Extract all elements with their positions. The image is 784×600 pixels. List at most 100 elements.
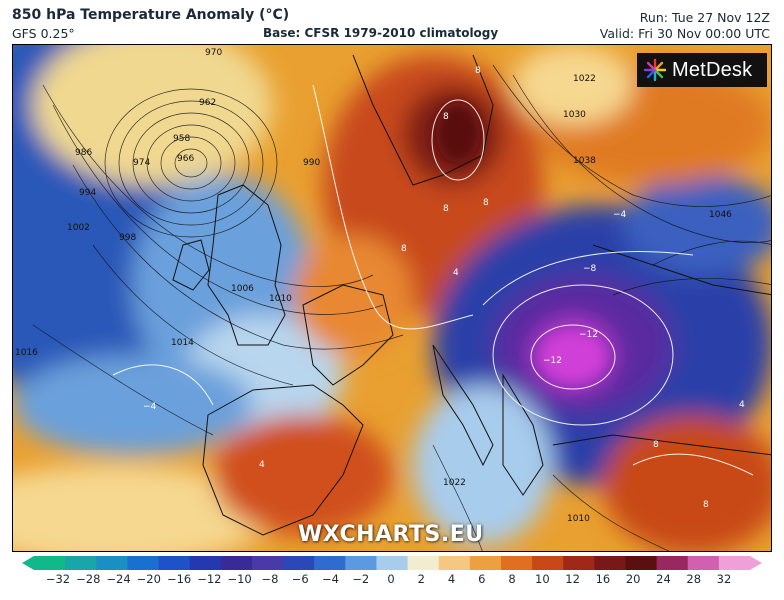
anomaly-label: 8 [443, 204, 449, 214]
anomaly-labels: 8 8 8 8 8 4 −4 −8 −12 −12 −4 4 8 4 8 [143, 66, 745, 510]
colorbar-tick-label: −20 [136, 572, 161, 586]
anomaly-label: 8 [653, 440, 659, 450]
colorbar-segment [251, 556, 284, 570]
run-time: Run: Tue 27 Nov 12Z [639, 10, 770, 25]
metdesk-logo-text: MetDesk [672, 58, 753, 81]
colorbar-tick-label: 12 [565, 572, 580, 586]
pressure-labels: 970 962 958 966 974 986 990 994 1002 998… [15, 48, 732, 524]
pressure-label: 962 [199, 98, 216, 108]
anomaly-contours [112, 84, 754, 476]
colorbar-segment [687, 556, 720, 570]
valid-time: Valid: Fri 30 Nov 00:00 UTC [599, 26, 770, 41]
colorbar-tick-label: −10 [227, 572, 252, 586]
anomaly-label: −12 [543, 356, 562, 366]
colorbar-segment [656, 556, 689, 570]
colorbar-tick-label: −8 [261, 572, 279, 586]
colorbar-tick-label: −2 [352, 572, 370, 586]
colorbar-segment [345, 556, 377, 570]
colorbar-segment [34, 556, 66, 570]
colorbar-segment [438, 556, 471, 570]
isobars [32, 64, 771, 551]
colorbar-tick-label: 6 [478, 572, 486, 586]
pressure-label: 966 [177, 154, 194, 164]
model-label: GFS 0.25° [12, 26, 75, 41]
pressure-label: 994 [79, 188, 96, 198]
colorbar-segment [718, 556, 751, 570]
colorbar-segment [407, 556, 440, 570]
colorbar-tick-label: 10 [535, 572, 550, 586]
colorbar-segment [127, 556, 160, 570]
colorbar-tick-label: −24 [106, 572, 131, 586]
colorbar-segment [158, 556, 191, 570]
pressure-label: 986 [75, 148, 92, 158]
colorbar-segment [625, 556, 658, 570]
colorbar-segment [376, 556, 409, 570]
pressure-label: 1030 [563, 110, 586, 120]
colorbar-segment [594, 556, 626, 570]
anomaly-label: −4 [613, 210, 627, 220]
colorbar-segment [500, 556, 533, 570]
colorbar-segment [563, 556, 595, 570]
pressure-label: 1022 [573, 74, 596, 84]
pressure-label: 990 [303, 158, 320, 168]
colorbar-segment [189, 556, 222, 570]
colorbar-segment [314, 556, 346, 570]
colorbar-tick-label: 28 [686, 572, 702, 586]
climatology-base: Base: CFSR 1979-2010 climatology [263, 26, 499, 40]
pressure-label: 958 [173, 134, 190, 144]
colorbar-tick-label: −6 [291, 572, 309, 586]
anomaly-label: 4 [259, 460, 265, 470]
pressure-label: 1010 [269, 294, 292, 304]
colorbar [22, 556, 762, 570]
anomaly-label: 4 [453, 268, 459, 278]
metdesk-logo: MetDesk [637, 53, 767, 87]
colorbar-tick-label: −28 [76, 572, 101, 586]
anomaly-label: 8 [401, 244, 407, 254]
colorbar-tick-label: 20 [625, 572, 641, 586]
pressure-label: 1006 [231, 284, 254, 294]
colorbar-segment [532, 556, 564, 570]
colorbar-tick-label: 32 [716, 572, 732, 586]
colorbar-tick-label: −32 [45, 572, 71, 586]
anomaly-label: −4 [143, 402, 157, 412]
anomaly-label: 8 [475, 66, 481, 76]
colorbar-segment [65, 556, 97, 570]
colorbar-tick-label: 2 [417, 572, 425, 586]
colorbar-max-arrow [750, 556, 762, 570]
pressure-label: 1046 [709, 210, 732, 220]
colorbar-segment [469, 556, 502, 570]
anomaly-label: −12 [579, 330, 598, 340]
map-canvas: 970 962 958 966 974 986 990 994 1002 998… [13, 45, 771, 551]
coastlines [172, 54, 771, 536]
pressure-label: 1002 [67, 223, 90, 233]
anomaly-label: 4 [739, 400, 745, 410]
pressure-label: 1022 [443, 478, 466, 488]
anomaly-label: −8 [583, 264, 597, 274]
pressure-label: 998 [119, 233, 136, 243]
colorbar-tick-label: −16 [166, 572, 192, 586]
colorbar-segment [96, 556, 128, 570]
colorbar-tick-label: −4 [321, 572, 339, 586]
colorbar-segment [220, 556, 253, 570]
metdesk-starburst-icon [643, 58, 667, 82]
colorbar-tick-label: 16 [595, 572, 611, 586]
colorbar-tick-label: −12 [197, 572, 222, 586]
pressure-label: 1038 [573, 156, 596, 166]
colorbar-min-arrow [22, 556, 34, 570]
pressure-label: 970 [205, 48, 222, 58]
colorbar-segment [283, 556, 315, 570]
colorbar-tick-label: 24 [656, 572, 671, 586]
colorbar-tick-label: 8 [508, 572, 516, 586]
anomaly-map: 970 962 958 966 974 986 990 994 1002 998… [12, 44, 772, 552]
anomaly-label: 8 [443, 112, 449, 122]
anomaly-label: 8 [703, 500, 709, 510]
temperature-field [13, 45, 771, 551]
pressure-label: 1014 [171, 338, 194, 348]
colorbar-ticks: −32 −28 −24 −20 −16 −12 −10 −8 −6 −4 −2 0 2 4 6 8 10 12 16… [0, 572, 784, 590]
pressure-label: 1016 [15, 348, 38, 358]
pressure-label: 974 [133, 158, 150, 168]
colorbar-tick-label: 4 [447, 572, 456, 586]
colorbar-tick-label: 0 [387, 572, 395, 586]
wxcharts-watermark: WXCHARTS.EU [298, 522, 484, 547]
anomaly-label: 8 [483, 198, 489, 208]
